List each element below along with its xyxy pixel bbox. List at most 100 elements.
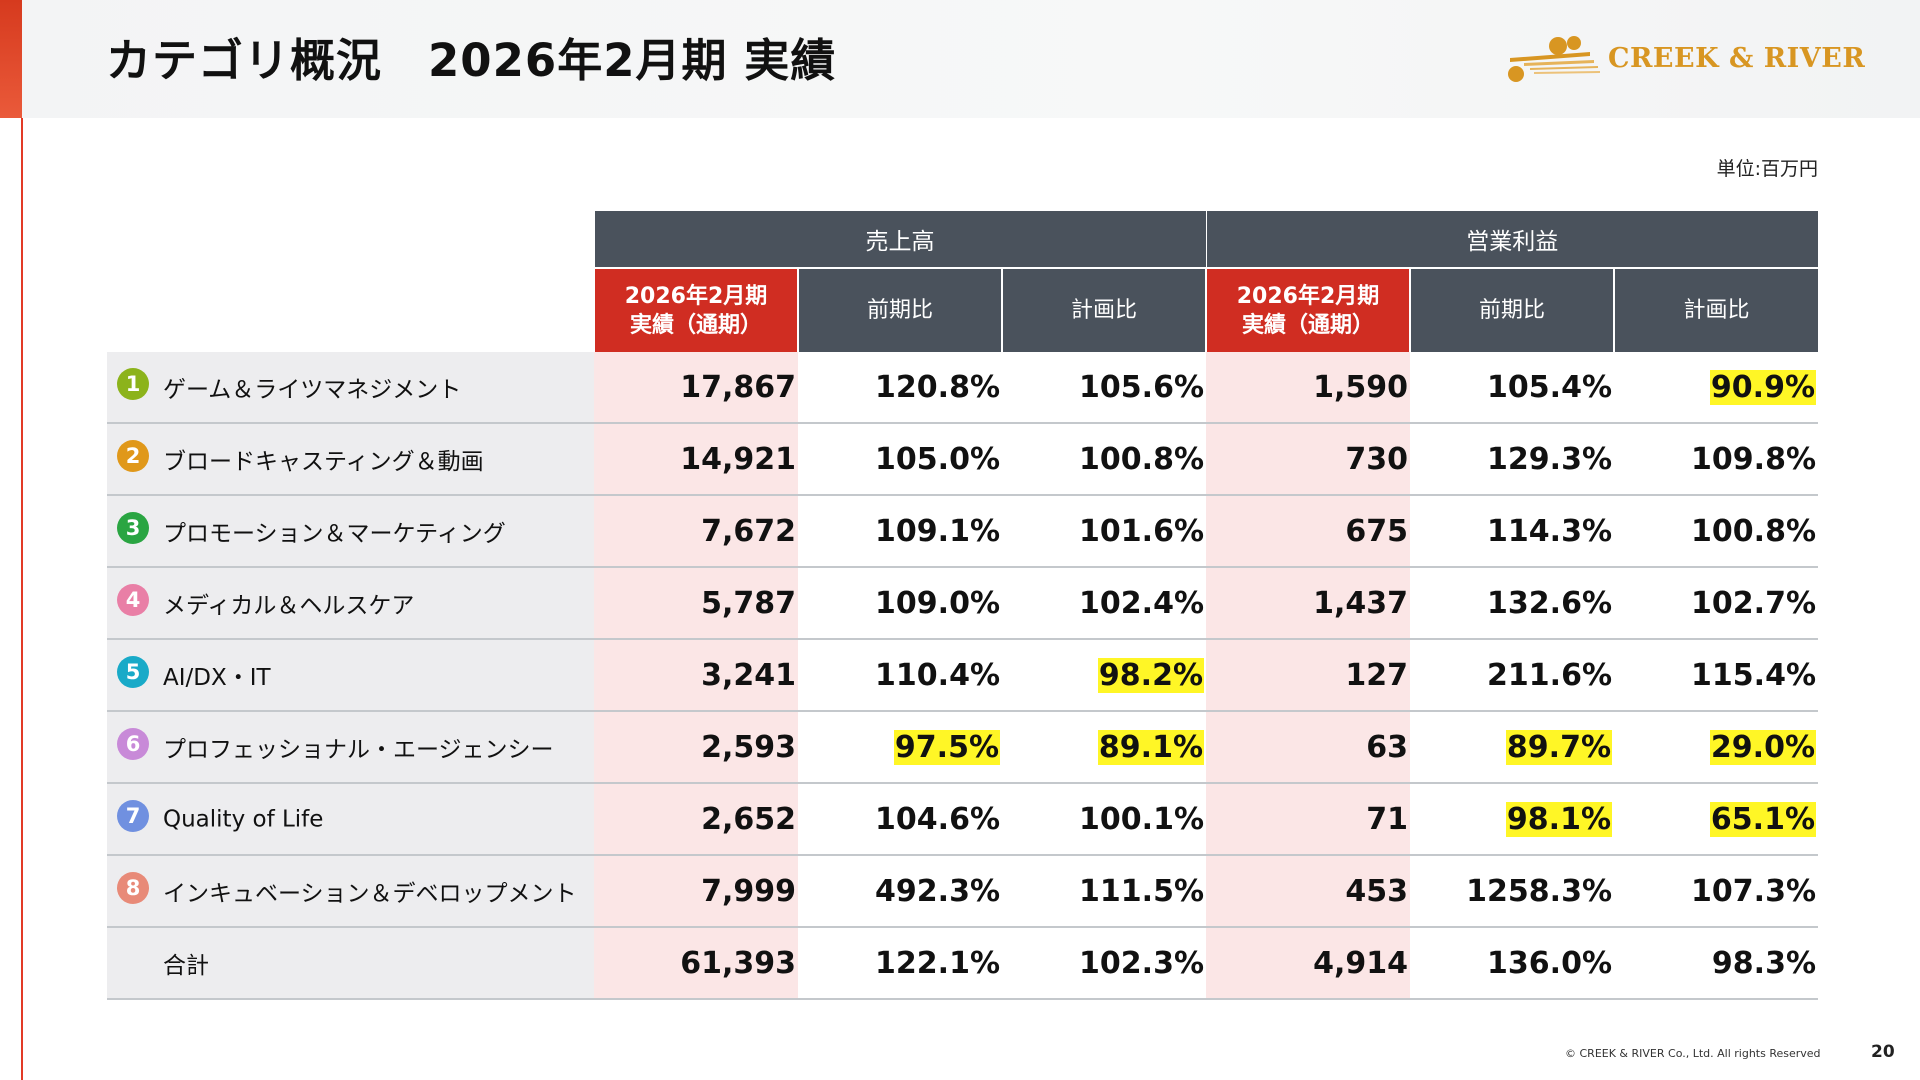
value-cell: 102.4% [1002,567,1206,640]
value-cell: 97.5% [798,711,1002,784]
value: 63 [1366,729,1408,765]
value: 3,241 [701,657,796,693]
unit-label: 単位:百万円 [1716,158,1818,180]
table-row: 7 Quality of Life 2,652 104.6% 100.1% 71 98.1%… [107,783,1818,856]
category-number-badge: 7 [117,800,149,833]
value: 7,672 [701,513,796,549]
value: 7,999 [701,873,796,909]
value-cell: 1258.3% [1410,855,1614,928]
value-cell: 61,393 [594,927,798,1000]
highlighted-value: 97.5% [893,729,1000,765]
value-cell: 3,241 [594,639,798,712]
category-cell: 6 プロフェッショナル・エージェンシー [107,711,594,784]
value-cell: 109.8% [1614,423,1818,496]
subheader-sales-0: 2026年2月期 実績（通期） [593,268,798,352]
category-cell: 4 メディカル＆ヘルスケア [107,567,594,640]
value: 675 [1345,513,1408,549]
category-label: AI/DX・IT [163,665,271,691]
value-cell: 730 [1206,423,1410,496]
value-cell: 492.3% [798,855,1002,928]
value-cell: 4,914 [1206,927,1410,1000]
category-cell: 8 インキュベーション＆デベロップメント [107,855,594,928]
category-cell: 5 AI/DX・IT [107,639,594,712]
value: 120.8% [875,369,1000,405]
value-cell: 100.8% [1002,423,1206,496]
value-cell: 102.3% [1002,927,1206,1000]
value-cell: 90.9% [1614,352,1818,424]
category-table: 売上高 営業利益 2026年2月期 実績（通期） 前期比 計画比 2026年2月期 実績（… [107,211,1818,1000]
value: 71 [1366,801,1408,837]
category-cell: 7 Quality of Life [107,783,594,856]
value-cell: 109.1% [798,495,1002,568]
group-header-operating-profit: 営業利益 [1205,211,1818,269]
value-cell: 14,921 [594,423,798,496]
value: 105.0% [875,441,1000,477]
subheader-line: 前期比 [866,298,933,323]
value: 102.4% [1079,585,1204,621]
value: 114.3% [1487,513,1612,549]
value-cell: 100.1% [1002,783,1206,856]
value-cell: 132.6% [1410,567,1614,640]
value: 100.8% [1079,441,1204,477]
value-cell: 102.7% [1614,567,1818,640]
value-cell: 211.6% [1410,639,1614,712]
value: 102.3% [1079,945,1204,981]
subheader-profit-1: 前期比 [1409,268,1614,352]
category-cell: 1 ゲーム＆ライツマネジメント [107,352,594,424]
value-cell: 120.8% [798,352,1002,424]
value: 122.1% [875,945,1000,981]
table-row-total: 合計 61,393 122.1% 102.3% 4,914 136.0% 98.3% [107,927,1818,1000]
table-row: 1 ゲーム＆ライツマネジメント 17,867 120.8% 105.6% 1,590 105… [107,352,1818,424]
value-cell: 2,652 [594,783,798,856]
highlighted-value: 98.1% [1505,801,1612,837]
page-number: 20 [1871,1042,1895,1062]
logo-icon [1508,36,1600,82]
value: 109.0% [875,585,1000,621]
value: 2,593 [701,729,796,765]
value: 14,921 [680,441,796,477]
value: 132.6% [1487,585,1612,621]
category-label: ブロードキャスティング＆動画 [163,449,484,475]
value: 129.3% [1487,441,1612,477]
category-label: プロフェッショナル・エージェンシー [163,737,554,763]
table-row: 2 ブロードキャスティング＆動画 14,921 105.0% 100.8% 730 129.… [107,423,1818,496]
value-cell: 105.4% [1410,352,1614,424]
value: 1258.3% [1466,873,1612,909]
value-cell: 111.5% [1002,855,1206,928]
value: 492.3% [875,873,1000,909]
category-label: インキュベーション＆デベロップメント [163,881,577,907]
value: 98.3% [1711,945,1816,981]
category-number-badge: 6 [117,728,149,760]
value: 104.6% [875,801,1000,837]
value-cell: 71 [1206,783,1410,856]
category-cell: 合計 [107,927,594,1000]
value-cell: 2,593 [594,711,798,784]
subheader-line: 2026年2月期 [624,283,768,309]
value-cell: 110.4% [798,639,1002,712]
value-cell: 115.4% [1614,639,1818,712]
highlighted-value: 89.1% [1097,729,1204,765]
value: 110.4% [875,657,1000,693]
value-cell: 100.8% [1614,495,1818,568]
highlighted-value: 65.1% [1709,801,1816,837]
value: 102.7% [1691,585,1816,621]
value-cell: 105.6% [1002,352,1206,424]
value-cell: 129.3% [1410,423,1614,496]
category-number-badge: 8 [117,872,149,904]
table-row: 4 メディカル＆ヘルスケア 5,787 109.0% 102.4% 1,437 132.6%… [107,567,1818,640]
category-number-badge: 2 [117,440,149,472]
value-cell: 122.1% [798,927,1002,1000]
value: 453 [1345,873,1408,909]
category-cell: 3 プロモーション＆マーケティング [107,495,594,568]
value: 105.4% [1487,369,1612,405]
value-cell: 104.6% [798,783,1002,856]
value: 100.1% [1079,801,1204,837]
value-cell: 101.6% [1002,495,1206,568]
value-cell: 453 [1206,855,1410,928]
value: 115.4% [1691,657,1816,693]
value: 17,867 [680,369,796,405]
table-row: 5 AI/DX・IT 3,241 110.4% 98.2% 127 211.6% 115.4% [107,639,1818,712]
value-cell: 89.7% [1410,711,1614,784]
value-cell: 675 [1206,495,1410,568]
category-label: メディカル＆ヘルスケア [163,593,415,619]
